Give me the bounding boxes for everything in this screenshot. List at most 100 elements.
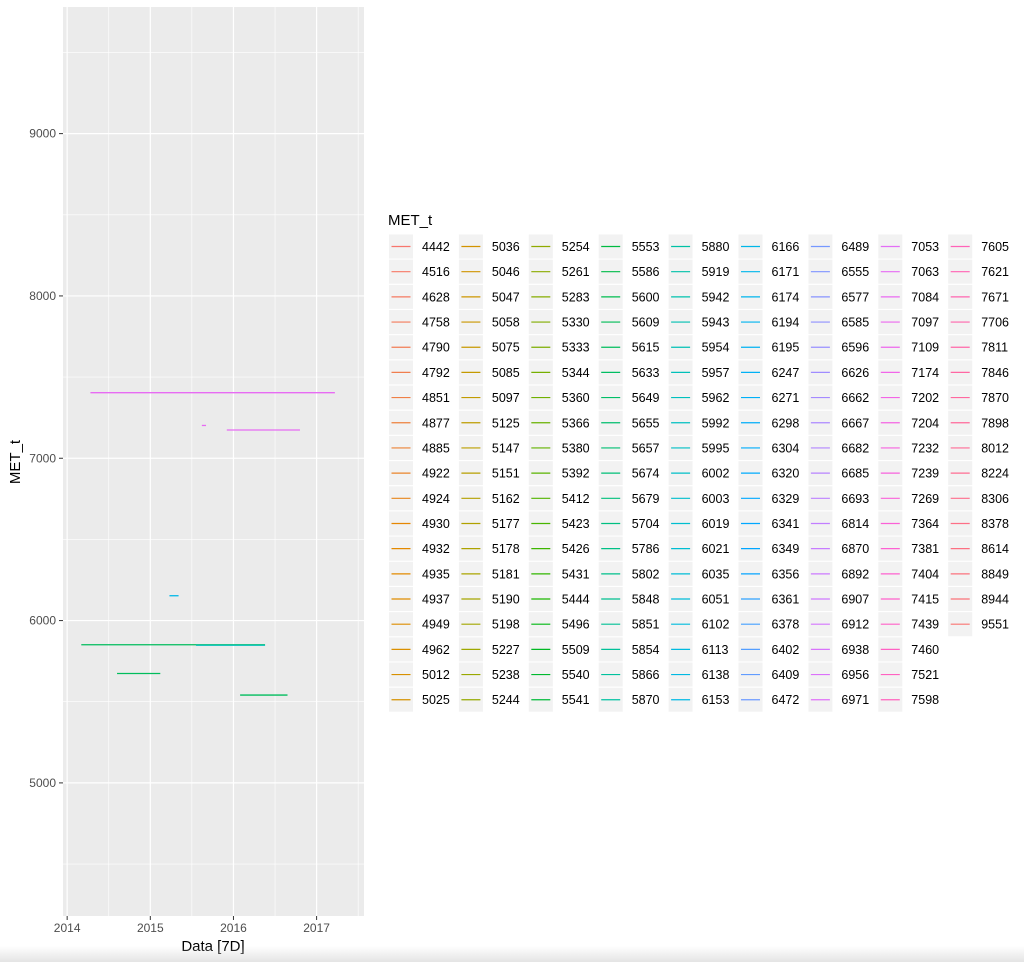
legend-label: 5609 [632, 316, 660, 330]
legend-item: 5025 [389, 687, 450, 712]
legend-item: 6304 [738, 435, 799, 460]
legend-label: 4935 [422, 567, 450, 581]
legend-item: 5075 [458, 335, 520, 360]
legend-item: 7097 [878, 310, 939, 335]
legend-item: 6166 [738, 234, 799, 259]
legend-item: 5283 [528, 284, 590, 309]
legend-item: 5366 [528, 410, 590, 435]
legend-item: 6153 [668, 687, 729, 712]
legend-item: 4930 [389, 511, 450, 536]
legend-label: 5177 [492, 517, 520, 531]
legend-item: 6409 [738, 662, 799, 687]
legend-item: 8378 [948, 511, 1009, 536]
legend-label: 5870 [632, 693, 660, 707]
legend-label: 5541 [562, 693, 590, 707]
legend-label: 7232 [911, 441, 939, 455]
legend-label: 5238 [492, 668, 520, 682]
legend-item: 5333 [528, 335, 590, 360]
legend-label: 6271 [772, 391, 800, 405]
legend-label: 5509 [562, 643, 590, 657]
legend-item: 4924 [389, 486, 450, 511]
legend-label: 6356 [772, 567, 800, 581]
legend-item: 4792 [389, 360, 450, 385]
legend-label: 7706 [981, 316, 1009, 330]
legend-item: 7671 [948, 284, 1009, 309]
legend-item: 6019 [668, 511, 730, 536]
legend-label: 5657 [632, 441, 660, 455]
legend-label: 7109 [911, 341, 939, 355]
legend-label: 7174 [911, 366, 939, 380]
legend-label: 6402 [772, 643, 800, 657]
legend-item: 5919 [668, 259, 729, 284]
legend-label: 5600 [632, 290, 660, 304]
legend-label: 7404 [911, 567, 939, 581]
legend-label: 7846 [981, 366, 1009, 380]
legend-item: 6349 [738, 536, 799, 561]
legend-item: 5957 [668, 360, 729, 385]
legend-item: 4885 [389, 435, 450, 460]
legend-item: 7404 [878, 561, 939, 586]
legend-label: 6585 [841, 316, 869, 330]
legend-item: 5227 [458, 637, 520, 662]
legend-item: 5848 [598, 587, 660, 612]
legend-item: 8849 [948, 561, 1009, 586]
legend-label: 4924 [422, 492, 450, 506]
legend-item: 6138 [668, 662, 729, 687]
legend-item: 6971 [808, 687, 869, 712]
x-tick-label: 2016 [220, 921, 247, 935]
plot-panel [63, 7, 364, 916]
legend-item: 5097 [458, 385, 520, 410]
legend-item: 5254 [528, 234, 590, 259]
legend-item: 5162 [458, 486, 520, 511]
legend-label: 4932 [422, 542, 450, 556]
legend-item: 5190 [458, 587, 520, 612]
legend-label: 4758 [422, 316, 450, 330]
legend-item: 7605 [948, 234, 1009, 259]
legend-label: 6320 [772, 467, 800, 481]
legend-label: 4792 [422, 366, 450, 380]
y-axis: 5000 6000 7000 8000 9000 [29, 127, 63, 790]
legend-item: 4922 [389, 461, 450, 486]
legend-item: 6489 [808, 234, 869, 259]
grid-major [63, 7, 364, 916]
legend-label: 6195 [772, 341, 800, 355]
legend-item: 8012 [948, 435, 1009, 460]
legend-label: 7870 [981, 391, 1009, 405]
legend-label: 7202 [911, 391, 939, 405]
legend-item: 6171 [738, 259, 799, 284]
legend-title: MET_t [388, 212, 433, 229]
x-tick-label: 2015 [137, 921, 164, 935]
legend-label: 5392 [562, 467, 590, 481]
legend-item: 4962 [389, 637, 450, 662]
legend-label: 5046 [492, 265, 520, 279]
legend-label: 5162 [492, 492, 520, 506]
legend-label: 5943 [702, 316, 730, 330]
legend-item: 6329 [738, 486, 799, 511]
legend-item: 6662 [808, 385, 869, 410]
legend-label: 5496 [562, 618, 590, 632]
legend-label: 7415 [911, 593, 939, 607]
legend-item: 5854 [598, 637, 660, 662]
legend-item: 7232 [878, 435, 939, 460]
legend-label: 5426 [562, 542, 590, 556]
legend-label: 5866 [632, 668, 660, 682]
y-tick-label: 7000 [29, 451, 56, 465]
legend-item: 7204 [878, 410, 939, 435]
legend-item: 6693 [808, 486, 869, 511]
legend-label: 7269 [911, 492, 939, 506]
legend-item: 5198 [458, 612, 520, 637]
legend-item: 6938 [808, 637, 869, 662]
legend-label: 5244 [492, 693, 520, 707]
legend-label: 8849 [981, 567, 1009, 581]
legend-item: 5866 [598, 662, 660, 687]
legend-item: 5586 [598, 259, 660, 284]
legend-label: 6019 [702, 517, 730, 531]
legend-item: 7460 [878, 637, 939, 662]
legend-label: 4877 [422, 416, 450, 430]
legend-item: 5943 [668, 310, 730, 335]
legend-label: 6907 [841, 593, 869, 607]
legend-item: 7439 [878, 612, 939, 637]
legend-label: 6956 [841, 668, 869, 682]
legend-label: 7439 [911, 618, 939, 632]
legend-item: 5181 [458, 561, 520, 586]
